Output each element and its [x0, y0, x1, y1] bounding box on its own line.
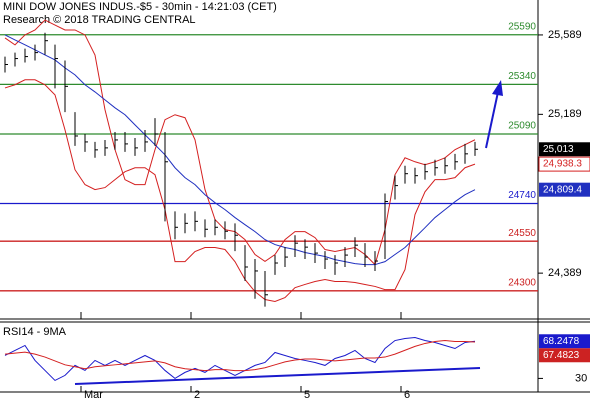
indicator-line	[4, 19, 476, 266]
y-tick-label: 24,389	[548, 267, 582, 279]
rsi-line	[4, 340, 476, 372]
arrow	[485, 91, 499, 149]
value-tag: 24,938.3	[543, 159, 582, 170]
panel-title: RSI14 - 9MA	[3, 326, 67, 338]
level-label: 25590	[508, 21, 536, 32]
x-tick-label: 6	[404, 389, 410, 400]
level-label: 25340	[508, 71, 536, 82]
x-tick-label: 2	[194, 389, 200, 400]
indicator-line	[4, 79, 476, 303]
y-tick-label: 30	[575, 372, 587, 384]
value-tag-box	[538, 156, 590, 172]
value-tag-box	[539, 142, 590, 157]
value-tag: 24,809.4	[543, 184, 582, 195]
value-tag: 25,013	[543, 144, 574, 155]
trend-line	[74, 367, 481, 385]
value-tag: 68.2478	[543, 336, 580, 347]
chart-subtitle: Research © 2018 TRADING CENTRAL	[3, 14, 196, 26]
x-tick-label: Mar	[84, 389, 103, 400]
value-tag-box	[539, 348, 590, 363]
y-tick-label: 25,189	[548, 108, 582, 120]
level-label: 25090	[508, 121, 536, 132]
value-tag: 67.4823	[543, 350, 580, 361]
value-tag-box	[539, 334, 590, 349]
x-tick-label: 5	[304, 389, 310, 400]
level-label: 24740	[508, 190, 536, 201]
level-label: 24550	[508, 228, 536, 239]
indicator-line	[4, 34, 476, 266]
rsi-line	[4, 337, 476, 382]
value-tag-box	[539, 182, 590, 197]
y-tick-label: 25,589	[548, 29, 582, 41]
chart-title: MINI DOW JONES INDUS.-$5 - 30min - 14:21…	[3, 1, 277, 13]
arrow-head	[492, 80, 503, 96]
level-label: 24300	[508, 277, 536, 288]
